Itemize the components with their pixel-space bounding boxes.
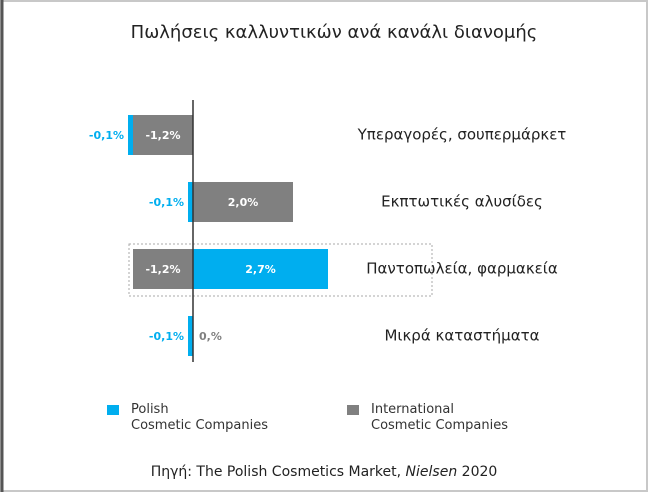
value-label: -0,1% [149, 330, 184, 343]
bar [193, 182, 293, 222]
value-label: -1,2% [145, 263, 180, 276]
legend-swatch [347, 405, 359, 415]
value-label: -0,1% [149, 196, 184, 209]
highlight-box [128, 243, 433, 297]
chart-title: Πωλήσεις καλλυντικών ανά κανάλι διανομής [131, 22, 538, 43]
value-label: -1,2% [145, 129, 180, 142]
category-label: Παντοπωλεία, φαρμακεία [366, 260, 558, 278]
legend-label: Polish Cosmetic Companies [131, 402, 268, 433]
bar [133, 115, 193, 155]
category-label: Υπεραγορές, σουπερμάρκετ [357, 126, 567, 144]
bar [133, 249, 193, 289]
value-label: 2,7% [245, 263, 276, 276]
category-label: Μικρά καταστήματα [384, 327, 539, 345]
source-year: 2020 [461, 464, 498, 480]
legend-label: International Cosmetic Companies [371, 402, 508, 433]
category-label: Εκπτωτικές αλυσίδες [381, 193, 543, 211]
source: Πηγή: The Polish Cosmetics Market, Niels… [0, 464, 648, 480]
bar [128, 115, 133, 155]
value-label: 0,% [199, 330, 222, 343]
source-italic: Nielsen [405, 464, 458, 480]
bar [188, 182, 193, 222]
legend-swatch [107, 405, 119, 415]
bar [188, 316, 193, 356]
source-text: Πηγή: The Polish Cosmetics Market, [150, 464, 402, 480]
value-label: 2,0% [228, 196, 259, 209]
bar [193, 249, 328, 289]
value-label: -0,1% [89, 129, 124, 142]
